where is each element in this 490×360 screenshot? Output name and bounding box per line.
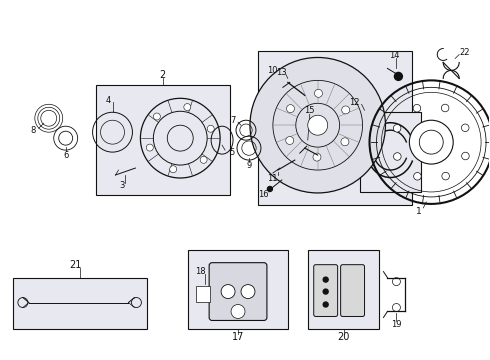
Text: 14: 14	[389, 51, 400, 60]
Text: 16: 16	[258, 190, 268, 199]
Text: 12: 12	[349, 98, 360, 107]
FancyBboxPatch shape	[314, 265, 338, 316]
Circle shape	[409, 120, 453, 164]
Text: 4: 4	[106, 96, 111, 105]
Circle shape	[462, 124, 469, 131]
Text: 9: 9	[246, 161, 251, 170]
Text: 18: 18	[195, 267, 205, 276]
Circle shape	[323, 302, 328, 307]
Text: 17: 17	[232, 332, 244, 342]
Circle shape	[153, 113, 160, 120]
Circle shape	[342, 106, 350, 114]
Circle shape	[268, 186, 272, 192]
Circle shape	[286, 136, 294, 144]
Text: 2: 2	[160, 71, 166, 80]
Circle shape	[184, 104, 191, 111]
Text: 19: 19	[391, 320, 402, 329]
Circle shape	[442, 172, 449, 180]
Bar	[360, 112, 421, 192]
Text: 11: 11	[267, 174, 277, 183]
Bar	[188, 250, 288, 329]
Bar	[13, 278, 147, 329]
Text: 8: 8	[30, 126, 35, 135]
Text: 13: 13	[276, 68, 287, 77]
Circle shape	[393, 153, 401, 160]
Circle shape	[231, 305, 245, 319]
Circle shape	[341, 138, 349, 146]
Circle shape	[315, 89, 322, 97]
Circle shape	[221, 285, 235, 298]
Circle shape	[250, 58, 386, 193]
Circle shape	[200, 156, 207, 163]
Circle shape	[413, 104, 421, 112]
Text: 21: 21	[69, 260, 81, 270]
Text: 10: 10	[267, 66, 277, 75]
Bar	[258, 50, 413, 205]
Circle shape	[441, 104, 449, 112]
Circle shape	[393, 125, 401, 132]
FancyBboxPatch shape	[341, 265, 365, 316]
Circle shape	[241, 285, 255, 298]
Circle shape	[414, 172, 421, 180]
Circle shape	[394, 72, 402, 80]
Text: 5: 5	[229, 148, 235, 157]
Circle shape	[462, 152, 469, 160]
Text: 7: 7	[230, 116, 236, 125]
Circle shape	[313, 153, 321, 161]
Circle shape	[308, 115, 328, 135]
FancyBboxPatch shape	[209, 263, 267, 320]
Circle shape	[287, 105, 294, 113]
Text: 3: 3	[120, 181, 125, 190]
Bar	[196, 285, 210, 302]
Text: 15: 15	[304, 106, 315, 115]
Text: 6: 6	[63, 150, 69, 159]
Text: 20: 20	[338, 332, 350, 342]
Text: 1: 1	[416, 207, 422, 216]
Circle shape	[323, 277, 328, 282]
Circle shape	[147, 144, 153, 151]
Bar	[308, 250, 379, 329]
Bar	[96, 85, 230, 195]
Text: 22: 22	[459, 48, 469, 57]
Circle shape	[323, 289, 328, 294]
Circle shape	[170, 166, 177, 173]
Circle shape	[207, 125, 214, 132]
